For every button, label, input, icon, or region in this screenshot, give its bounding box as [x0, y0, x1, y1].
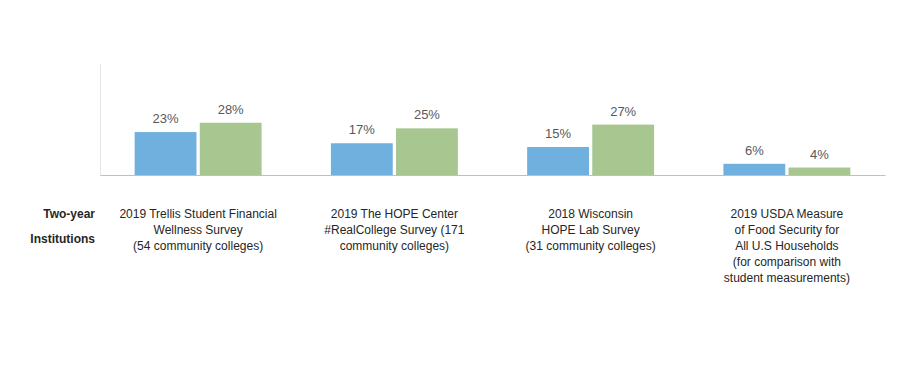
- x-tick-label-line: 2019 Trellis Student Financial: [119, 207, 276, 221]
- x-tick-label-line: 2019 The HOPE Center: [331, 207, 458, 221]
- x-tick-label-line: of Food Security for: [735, 223, 840, 237]
- y-axis: [100, 64, 102, 176]
- data-label: 15%: [545, 126, 571, 141]
- bar: [200, 123, 262, 175]
- x-tick: 2019 Trellis Student Financial Wellness S…: [119, 207, 276, 253]
- x-tick-label-line: 2018 Wisconsin: [548, 207, 633, 221]
- x-tick-label-line: (for comparison with: [733, 255, 841, 269]
- data-label: 27%: [610, 104, 636, 119]
- row-label-line: Two-year: [43, 207, 95, 221]
- row-label-line: Institutions: [30, 232, 95, 246]
- x-tick-label-line: #RealCollege Survey (171: [324, 223, 464, 237]
- data-labels: 23% 17% 15% 6% 28% 25% 27% 4%: [153, 102, 830, 162]
- bar: [789, 168, 851, 175]
- y-axis-line: [100, 64, 101, 176]
- x-tick-label: 2018 Wisconsin HOPE Lab Survey (31 communi…: [526, 207, 656, 253]
- bar: [527, 147, 589, 175]
- x-tick: 2019 USDA Measure of Food Security for All…: [724, 207, 850, 285]
- bar: [135, 132, 197, 175]
- x-tick-label-line: student measurements): [724, 271, 850, 285]
- x-tick-label: 2019 The HOPE Center #RealCollege Survey …: [324, 207, 464, 253]
- bar: [331, 143, 393, 175]
- x-tick: 2018 Wisconsin HOPE Lab Survey (31 communi…: [526, 207, 656, 253]
- x-tick-label-line: community colleges): [340, 239, 449, 253]
- bar: [723, 164, 785, 175]
- x-tick-label-line: (54 community colleges): [133, 239, 263, 253]
- x-tick-label: 2019 USDA Measure of Food Security for All…: [724, 207, 850, 285]
- x-tick-label: 2019 Trellis Student Financial Wellness S…: [119, 207, 276, 253]
- x-axis: 2019 Trellis Student Financial Wellness S…: [101, 176, 886, 286]
- data-label: 6%: [745, 143, 764, 158]
- row-label: Two-year Institutions: [30, 207, 95, 246]
- data-label: 25%: [414, 107, 440, 122]
- chart: 23% 17% 15% 6% 28% 25% 27% 4% 2019 Trellis Stude…: [0, 0, 900, 387]
- data-label: 17%: [349, 122, 375, 137]
- x-tick-label-line: 2019 USDA Measure: [731, 207, 844, 221]
- bar: [396, 128, 458, 175]
- data-label: 28%: [218, 102, 244, 117]
- x-tick-label-line: All U.S Households: [735, 239, 838, 253]
- bars: [135, 123, 851, 175]
- x-tick: 2019 The HOPE Center #RealCollege Survey …: [324, 207, 464, 253]
- data-label: 4%: [810, 147, 829, 162]
- bar: [592, 125, 654, 175]
- data-label: 23%: [153, 111, 179, 126]
- x-tick-label-line: HOPE Lab Survey: [542, 223, 640, 237]
- x-tick-label-line: Wellness Survey: [154, 223, 243, 237]
- x-tick-label-line: (31 community colleges): [526, 239, 656, 253]
- x-axis-line: [101, 175, 886, 176]
- plot: 23% 17% 15% 6% 28% 25% 27% 4% 2019 Trellis Stude…: [100, 64, 886, 286]
